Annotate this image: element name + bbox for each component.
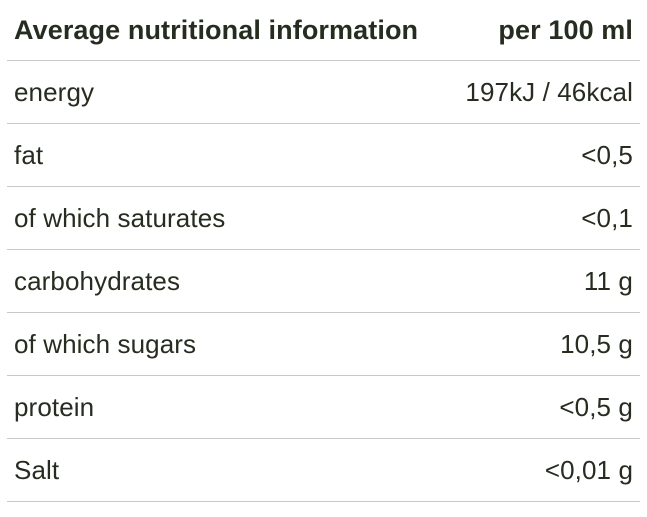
row-value: <0,5 g [559,391,633,422]
table-row-salt: Salt <0,01 g [7,439,640,502]
table-row-carbohydrates: carbohydrates 11 g [7,250,640,313]
row-label: protein [14,391,95,422]
row-label: energy [14,76,95,107]
table-row-protein: protein <0,5 g [7,376,640,439]
header-title: Average nutritional information [14,14,419,45]
row-label: of which sugars [14,328,197,359]
row-label: of which saturates [14,202,226,233]
table-header-row: Average nutritional information per 100 … [7,0,640,61]
row-value: 11 g [583,265,633,296]
nutrition-table: Average nutritional information per 100 … [7,0,640,502]
row-label: fat [14,139,44,170]
row-value: <0,1 [581,202,633,233]
table-row-energy: energy 197kJ / 46kcal [7,61,640,124]
row-value: <0,01 g [544,454,633,485]
table-row-fat: fat <0,5 [7,124,640,187]
row-label: Salt [14,454,60,485]
row-value: <0,5 [581,139,633,170]
table-row-saturates: of which saturates <0,1 [7,187,640,250]
row-label: carbohydrates [14,265,181,296]
table-row-sugars: of which sugars 10,5 g [7,313,640,376]
row-value: 10,5 g [560,328,633,359]
row-value: 197kJ / 46kcal [465,76,633,107]
header-serving-size: per 100 ml [498,14,633,45]
